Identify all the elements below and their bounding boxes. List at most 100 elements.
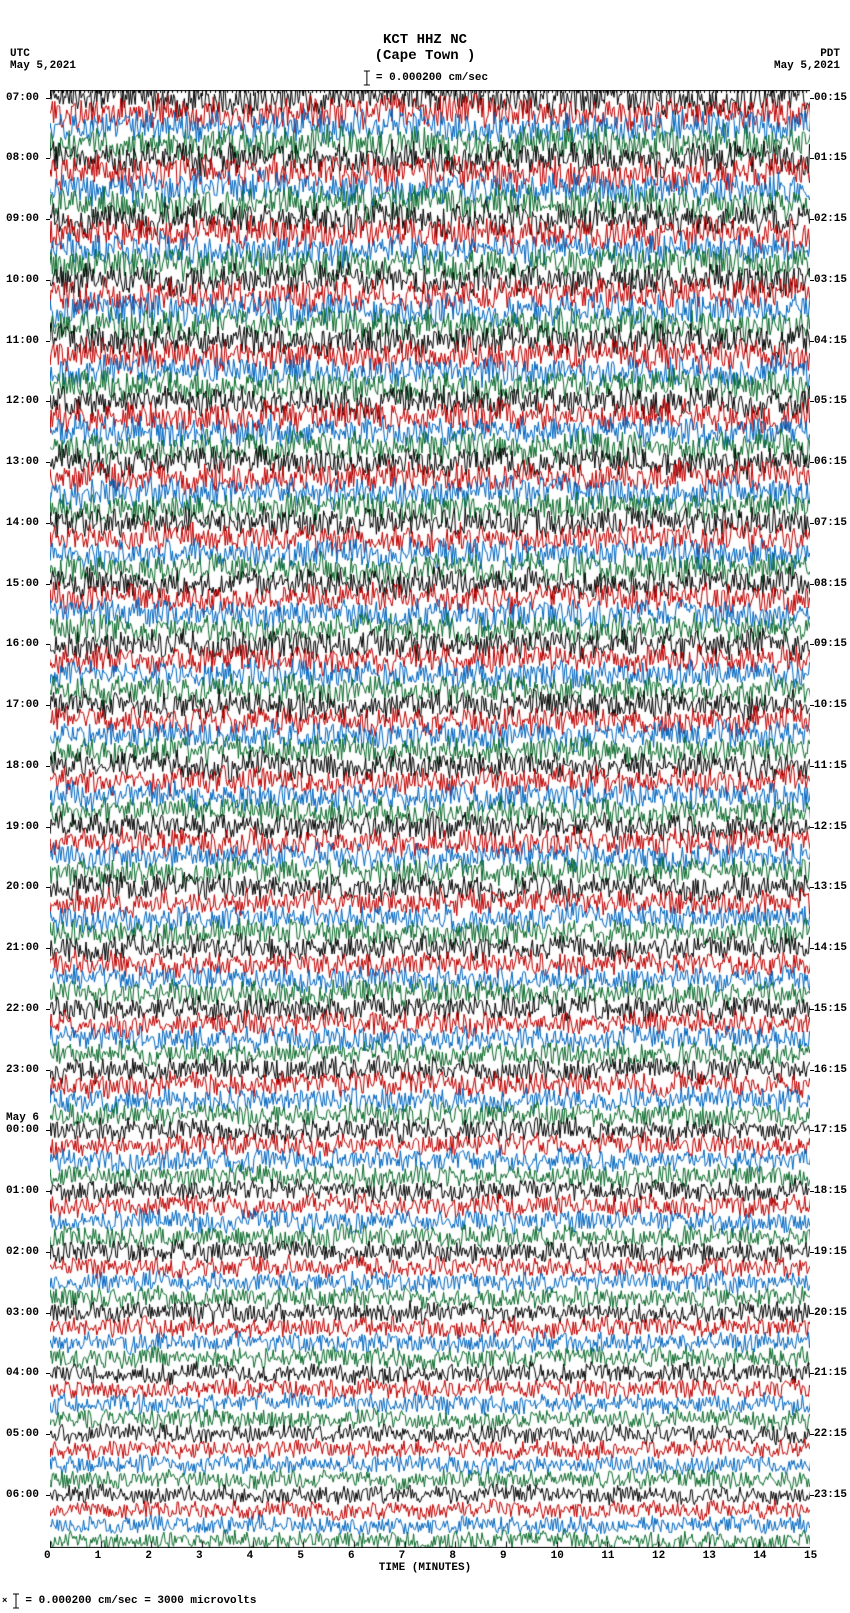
utc-hour-label: 02:00 <box>6 1246 39 1258</box>
xaxis-tick-label: 0 <box>44 1550 51 1562</box>
pdt-hour-label: 05:15 <box>814 395 847 407</box>
pdt-hour-label: 09:15 <box>814 638 847 650</box>
xaxis-tick-label: 15 <box>804 1550 817 1562</box>
utc-hour-label: 01:00 <box>6 1185 39 1197</box>
utc-tick <box>46 1130 50 1131</box>
pdt-hour-label: 00:15 <box>814 92 847 104</box>
xaxis-tick-label: 3 <box>196 1550 203 1562</box>
utc-hour-label: 23:00 <box>6 1064 39 1076</box>
pdt-hour-label: 14:15 <box>814 942 847 954</box>
left-day-marker: May 6 <box>6 1112 39 1124</box>
utc-tick <box>46 341 50 342</box>
xaxis-tick-label: 9 <box>500 1550 507 1562</box>
pdt-hour-label: 12:15 <box>814 821 847 833</box>
utc-hour-label: 21:00 <box>6 942 39 954</box>
utc-hour-label: 03:00 <box>6 1307 39 1319</box>
utc-hour-label: 05:00 <box>6 1428 39 1440</box>
left-tz-label: UTC <box>10 48 30 60</box>
pdt-hour-label: 07:15 <box>814 517 847 529</box>
pdt-hour-label: 20:15 <box>814 1307 847 1319</box>
utc-hour-label: 12:00 <box>6 395 39 407</box>
scale-legend: = 0.000200 cm/sec <box>362 70 488 86</box>
pdt-tick <box>810 1009 814 1010</box>
utc-tick <box>46 887 50 888</box>
pdt-tick <box>810 523 814 524</box>
utc-tick <box>46 158 50 159</box>
pdt-tick <box>810 766 814 767</box>
pdt-tick <box>810 341 814 342</box>
utc-hour-label: 18:00 <box>6 760 39 772</box>
utc-tick <box>46 1009 50 1010</box>
pdt-hour-label: 16:15 <box>814 1064 847 1076</box>
right-tz-label: PDT <box>820 48 840 60</box>
pdt-hour-label: 04:15 <box>814 335 847 347</box>
utc-tick <box>46 766 50 767</box>
pdt-hour-label: 15:15 <box>814 1003 847 1015</box>
utc-tick <box>46 401 50 402</box>
xaxis-title: TIME (MINUTES) <box>379 1562 471 1574</box>
pdt-hour-label: 06:15 <box>814 456 847 468</box>
seismogram-canvas <box>50 90 810 1548</box>
utc-tick <box>46 98 50 99</box>
pdt-tick <box>810 644 814 645</box>
scale-legend-text: = 0.000200 cm/sec <box>376 72 488 84</box>
pdt-hour-label: 10:15 <box>814 699 847 711</box>
utc-hour-label: 06:00 <box>6 1489 39 1501</box>
utc-tick <box>46 1495 50 1496</box>
utc-tick <box>46 523 50 524</box>
utc-tick <box>46 1252 50 1253</box>
xaxis-tick-label: 12 <box>652 1550 665 1562</box>
xaxis-tick-label: 10 <box>551 1550 564 1562</box>
footer-scale-bar-icon <box>11 1593 21 1609</box>
utc-hour-label: 09:00 <box>6 213 39 225</box>
utc-hour-label: 20:00 <box>6 881 39 893</box>
utc-tick <box>46 1191 50 1192</box>
utc-hour-label: 07:00 <box>6 92 39 104</box>
pdt-tick <box>810 887 814 888</box>
pdt-tick <box>810 1191 814 1192</box>
pdt-hour-label: 18:15 <box>814 1185 847 1197</box>
utc-tick <box>46 1070 50 1071</box>
station-title-1: KCT HHZ NC <box>383 32 467 48</box>
utc-hour-label: 16:00 <box>6 638 39 650</box>
utc-hour-label: 17:00 <box>6 699 39 711</box>
utc-hour-label: 19:00 <box>6 821 39 833</box>
pdt-hour-label: 02:15 <box>814 213 847 225</box>
pdt-hour-label: 11:15 <box>814 760 847 772</box>
pdt-hour-label: 22:15 <box>814 1428 847 1440</box>
pdt-hour-label: 03:15 <box>814 274 847 286</box>
pdt-tick <box>810 401 814 402</box>
utc-hour-label: 11:00 <box>6 335 39 347</box>
pdt-tick <box>810 1252 814 1253</box>
xaxis-tick-label: 8 <box>449 1550 456 1562</box>
pdt-tick <box>810 1313 814 1314</box>
utc-hour-label: 14:00 <box>6 517 39 529</box>
footer-legend: × = 0.000200 cm/sec = 3000 microvolts <box>2 1593 256 1609</box>
pdt-hour-label: 13:15 <box>814 881 847 893</box>
utc-tick <box>46 827 50 828</box>
utc-tick <box>46 219 50 220</box>
pdt-tick <box>810 280 814 281</box>
pdt-hour-label: 17:15 <box>814 1124 847 1136</box>
scale-bar-icon <box>362 70 372 86</box>
utc-tick <box>46 1313 50 1314</box>
utc-tick <box>46 1434 50 1435</box>
right-date-label: May 5,2021 <box>774 60 840 72</box>
pdt-hour-label: 23:15 <box>814 1489 847 1501</box>
utc-hour-label: 10:00 <box>6 274 39 286</box>
utc-tick <box>46 280 50 281</box>
xaxis-tick-label: 1 <box>95 1550 102 1562</box>
xaxis-tick-label: 6 <box>348 1550 355 1562</box>
pdt-tick <box>810 158 814 159</box>
utc-tick <box>46 948 50 949</box>
xaxis-tick-label: 14 <box>753 1550 766 1562</box>
pdt-hour-label: 01:15 <box>814 152 847 164</box>
pdt-tick <box>810 948 814 949</box>
utc-hour-label: 15:00 <box>6 578 39 590</box>
pdt-tick <box>810 584 814 585</box>
pdt-hour-label: 21:15 <box>814 1367 847 1379</box>
pdt-tick <box>810 1373 814 1374</box>
pdt-tick <box>810 1130 814 1131</box>
pdt-tick <box>810 1070 814 1071</box>
station-title-2: (Cape Town ) <box>375 48 476 64</box>
